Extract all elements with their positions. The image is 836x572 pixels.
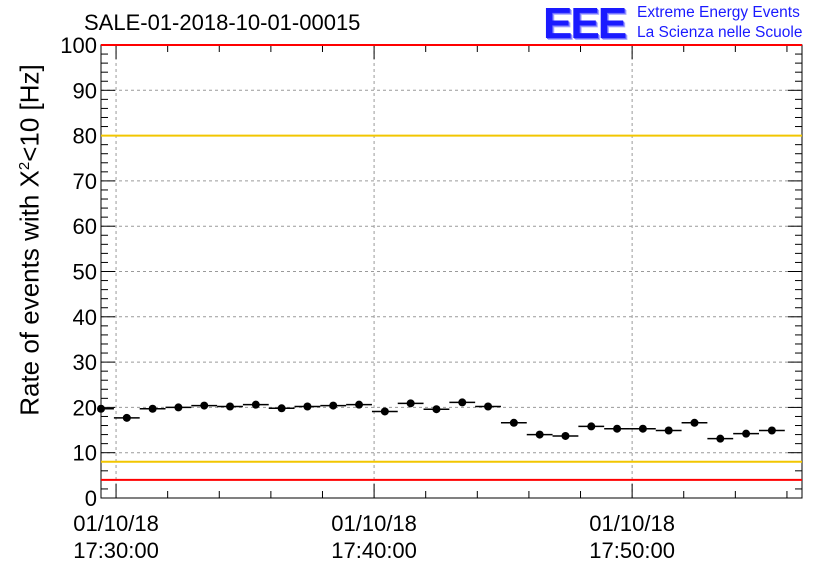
y-tick-label: 30 xyxy=(73,350,97,375)
logo-line-2: La Scienza nelle Scuole xyxy=(637,24,803,41)
y-tick-label: 90 xyxy=(73,78,97,103)
data-point xyxy=(535,430,544,439)
data-point xyxy=(432,405,441,414)
data-point xyxy=(329,401,338,410)
data-point xyxy=(226,402,235,411)
y-tick-label: 100 xyxy=(60,33,97,58)
data-point xyxy=(277,404,286,413)
y-tick-label: 0 xyxy=(85,486,97,511)
data-point xyxy=(355,400,364,409)
data-point xyxy=(767,426,776,435)
data-point xyxy=(664,426,673,435)
data-point xyxy=(148,404,157,413)
y-tick-label: 20 xyxy=(73,395,97,420)
data-point xyxy=(484,402,493,411)
x-tick-label-date: 01/10/18 xyxy=(331,511,417,536)
x-tick-label-time: 17:50:00 xyxy=(589,538,675,563)
y-tick-label: 80 xyxy=(73,124,97,149)
data-point xyxy=(716,434,725,443)
data-point xyxy=(200,401,209,410)
data-point xyxy=(561,431,570,440)
data-point xyxy=(122,413,131,422)
data-point xyxy=(638,424,647,433)
y-tick-label: 60 xyxy=(73,214,97,239)
x-tick-label-time: 17:40:00 xyxy=(331,538,417,563)
data-point xyxy=(458,398,467,407)
y-tick-label: 10 xyxy=(73,441,97,466)
data-point xyxy=(587,422,596,431)
y-tick-label: 50 xyxy=(73,260,97,285)
data-point xyxy=(690,418,699,427)
data-point xyxy=(613,424,622,433)
data-point xyxy=(97,404,105,413)
x-tick-label-time: 17:30:00 xyxy=(73,538,159,563)
data-point xyxy=(174,403,183,412)
x-tick-label-date: 01/10/18 xyxy=(589,511,675,536)
data-point xyxy=(742,429,751,438)
y-tick-label: 40 xyxy=(73,305,97,330)
data-point xyxy=(406,399,415,408)
logo-line-1: Extreme Energy Events xyxy=(637,4,800,21)
data-point xyxy=(303,402,312,411)
data-point xyxy=(380,407,389,416)
data-point xyxy=(509,418,518,427)
run-title: SALE-01-2018-10-01-00015 xyxy=(84,10,361,35)
data-point xyxy=(251,400,260,409)
eee-logo: EEE xyxy=(543,0,627,48)
y-tick-label: 70 xyxy=(73,169,97,194)
x-tick-label-date: 01/10/18 xyxy=(73,511,159,536)
